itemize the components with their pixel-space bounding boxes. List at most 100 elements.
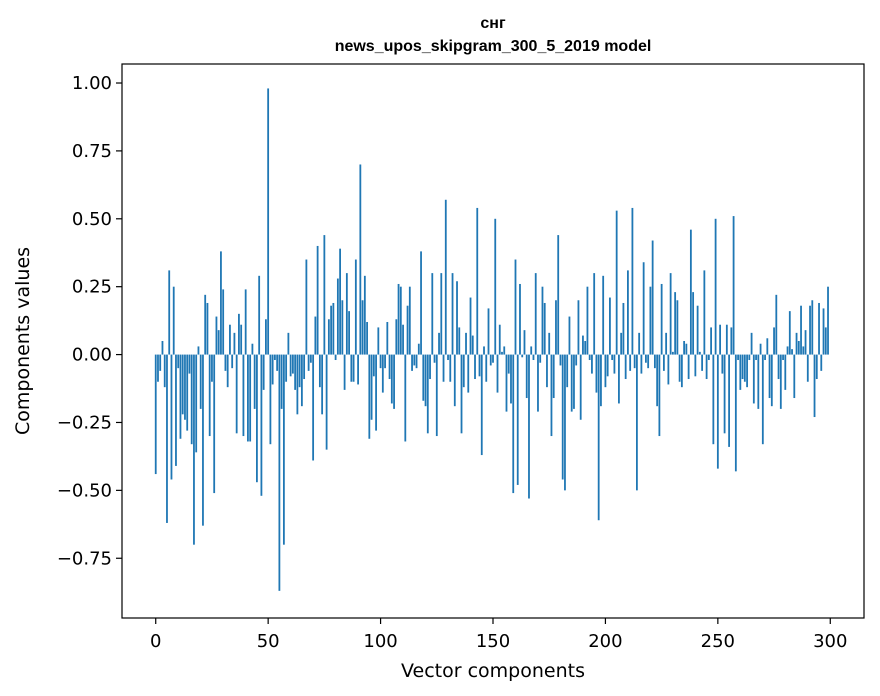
bar (532, 354, 535, 361)
bar (750, 332, 753, 355)
bar (640, 354, 643, 374)
bar (649, 286, 652, 355)
bar (181, 354, 184, 415)
y-axis-ticks: −0.75 −0.50 −0.25 0.00 0.25 0.50 0.75 1.00 (57, 73, 122, 569)
bar (276, 354, 279, 371)
bar (456, 281, 458, 355)
bar (377, 327, 380, 355)
bar (510, 354, 512, 404)
bar (674, 292, 677, 355)
bar (591, 354, 593, 374)
bar (694, 354, 697, 377)
bar (775, 294, 778, 355)
bar (492, 354, 494, 363)
bar (159, 354, 162, 371)
bar (336, 278, 339, 355)
bar (195, 354, 198, 453)
bar (244, 289, 247, 355)
bar (698, 351, 701, 355)
bar (438, 332, 440, 355)
bar (739, 354, 742, 390)
bar (323, 235, 326, 355)
bar (539, 354, 542, 363)
bar (770, 354, 773, 407)
x-tick-label: 50 (257, 631, 280, 652)
bar (166, 354, 168, 523)
bar (811, 300, 814, 355)
bar (300, 354, 303, 407)
bar (226, 354, 229, 388)
bar (343, 354, 346, 390)
y-tick-label: 0.50 (72, 209, 112, 230)
bar (397, 283, 400, 355)
bar (318, 354, 321, 388)
bar (669, 273, 672, 355)
bar (426, 354, 429, 434)
bar (282, 354, 285, 545)
bar (514, 259, 517, 355)
bar (653, 354, 656, 369)
bar (680, 354, 683, 388)
bar (678, 354, 681, 382)
bar (642, 262, 645, 355)
bar (723, 354, 726, 434)
bar (314, 316, 317, 355)
bar (395, 319, 398, 355)
bar (352, 354, 355, 382)
bar (341, 300, 344, 355)
bar (307, 354, 310, 371)
bar (496, 354, 499, 393)
bar (474, 354, 476, 380)
bar (721, 354, 724, 374)
bar (557, 235, 560, 355)
bar (186, 354, 189, 431)
bar (413, 354, 416, 366)
x-tick-label: 300 (813, 631, 847, 652)
x-tick-label: 100 (363, 631, 397, 652)
bar (761, 354, 764, 445)
bar (546, 354, 548, 388)
bar (728, 354, 730, 447)
bar (161, 341, 164, 355)
bar (555, 300, 557, 355)
bar (411, 354, 413, 371)
bar (462, 354, 465, 388)
bar (683, 341, 686, 355)
bar (217, 330, 220, 355)
bar (303, 354, 306, 380)
bar (824, 327, 827, 355)
bar (193, 354, 195, 545)
bar (384, 354, 386, 369)
bar (705, 354, 708, 380)
bar (609, 297, 611, 355)
bar (388, 354, 391, 380)
bar (265, 319, 267, 355)
bar (647, 354, 650, 369)
x-axis-ticks: 0 50 100 150 200 250 300 (150, 618, 847, 652)
bar (233, 332, 236, 355)
bar (399, 286, 402, 355)
bar (818, 302, 820, 355)
bar (757, 354, 760, 409)
bar (458, 327, 461, 355)
bar (620, 332, 623, 355)
bar (552, 354, 555, 399)
bar (487, 308, 490, 355)
bar (687, 354, 690, 380)
bar (658, 354, 661, 437)
bar (741, 354, 744, 380)
bar (791, 349, 793, 355)
bar (305, 259, 308, 355)
bar (258, 275, 261, 355)
bar (584, 341, 587, 355)
bar (350, 354, 353, 382)
bar (175, 354, 177, 466)
bar (564, 354, 566, 491)
bar (366, 321, 368, 355)
bar (316, 245, 319, 355)
bar (289, 354, 292, 377)
bar (710, 327, 712, 355)
bar (402, 324, 404, 355)
bar (795, 332, 798, 355)
bars-group (154, 88, 829, 591)
